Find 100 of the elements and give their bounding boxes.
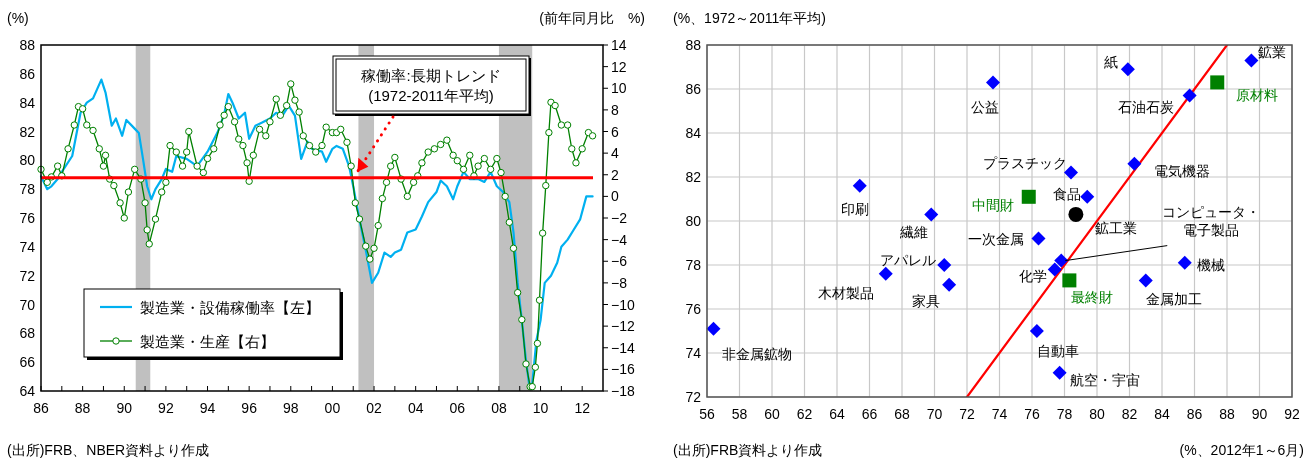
point bbox=[1182, 88, 1197, 103]
y-axis-title: (%) bbox=[7, 10, 29, 26]
x-tick-label: 02 bbox=[366, 400, 383, 416]
x-tick-label: 84 bbox=[1154, 406, 1170, 422]
data-label: 食品 bbox=[1053, 185, 1082, 202]
data-label: 化学 bbox=[1018, 268, 1047, 285]
point bbox=[706, 321, 721, 336]
y-tick-label: 82 bbox=[19, 123, 36, 140]
x-tick-label: 70 bbox=[926, 406, 943, 422]
y-tick-label: 66 bbox=[19, 354, 36, 371]
x-axis-title: (%、2012年1～6月) bbox=[1179, 442, 1304, 458]
point bbox=[878, 266, 893, 281]
y2-tick-label: 0 bbox=[611, 188, 619, 205]
point bbox=[1047, 262, 1062, 277]
y-tick-label: 84 bbox=[685, 125, 702, 141]
point bbox=[1029, 324, 1044, 338]
x-tick-label: 60 bbox=[764, 406, 780, 422]
point bbox=[1031, 231, 1046, 246]
point bbox=[1210, 75, 1225, 90]
x-tick-label: 72 bbox=[959, 406, 975, 422]
y-tick-label: 88 bbox=[19, 37, 36, 53]
data-label: 非金属鉱物 bbox=[721, 345, 792, 362]
y2-tick-label: −4 bbox=[611, 231, 628, 248]
point bbox=[1021, 189, 1036, 204]
x-tick-label: 00 bbox=[324, 400, 341, 416]
point bbox=[1052, 365, 1067, 380]
data-label: 一次金属 bbox=[967, 230, 1024, 247]
x-tick-label: 10 bbox=[532, 400, 549, 416]
x-tick-label: 80 bbox=[1089, 406, 1105, 422]
data-label: アパレル bbox=[880, 252, 937, 268]
y2-tick-label: 14 bbox=[611, 37, 627, 53]
x-tick-label: 98 bbox=[282, 400, 299, 416]
point bbox=[1054, 253, 1069, 268]
x-tick-label: 64 bbox=[829, 406, 845, 422]
data-label: 航空・宇宙 bbox=[1069, 371, 1140, 388]
point bbox=[1138, 273, 1153, 288]
data-label: 中間財 bbox=[971, 196, 1014, 213]
x-tick-label: 12 bbox=[574, 400, 591, 416]
y2-tick-label: 6 bbox=[611, 123, 619, 140]
x-tick-label: 68 bbox=[894, 406, 910, 422]
data-label: 家具 bbox=[912, 292, 941, 309]
data-label: 機械 bbox=[1196, 256, 1225, 273]
x-tick-label: 04 bbox=[407, 400, 424, 416]
y-tick-label: 76 bbox=[19, 210, 36, 226]
x-tick-label: 08 bbox=[491, 400, 507, 416]
data-label: プラスチック bbox=[983, 154, 1067, 171]
x-tick-label: 86 bbox=[33, 400, 49, 416]
y2-tick-label: −10 bbox=[611, 296, 635, 313]
y-tick-label: 72 bbox=[19, 267, 36, 284]
y2-tick-label: 12 bbox=[611, 58, 627, 75]
point bbox=[986, 75, 1000, 90]
y-tick-label: 88 bbox=[685, 37, 702, 53]
data-label: 自動車 bbox=[1036, 343, 1079, 359]
y2-axis-title: (前年同月比 %) bbox=[539, 10, 645, 26]
text: (出所)FRB資料より作成 bbox=[673, 442, 823, 458]
y2-tick-label: 4 bbox=[611, 145, 619, 162]
data-label: 繊維 bbox=[899, 224, 929, 241]
x-tick-label: 76 bbox=[1024, 406, 1040, 422]
data-label: 電気機器 bbox=[1154, 162, 1211, 179]
legend-label: 製造業・生産【右】 bbox=[140, 332, 275, 350]
x-tick-label: 88 bbox=[74, 400, 91, 416]
x-tick-label: 78 bbox=[1056, 406, 1073, 422]
data-label: 紙 bbox=[1103, 54, 1118, 71]
point bbox=[1062, 273, 1077, 288]
y-tick-label: 86 bbox=[19, 65, 36, 82]
point bbox=[1244, 53, 1259, 68]
point bbox=[1127, 156, 1142, 171]
y-tick-label: 82 bbox=[685, 169, 702, 185]
y-tick-label: 78 bbox=[685, 257, 702, 273]
data-label: 鉱業 bbox=[1258, 44, 1287, 61]
data-label: 石油石炭 bbox=[1117, 98, 1174, 115]
y2-tick-label: −2 bbox=[611, 210, 628, 226]
y2-tick-label: 8 bbox=[611, 101, 619, 118]
data-label: 金属加工 bbox=[1145, 291, 1202, 308]
text: (出所)FRB、NBER資料より作成 bbox=[7, 442, 210, 458]
x-tick-label: 96 bbox=[241, 400, 258, 416]
y-tick-label: 80 bbox=[685, 213, 702, 229]
x-tick-label: 94 bbox=[199, 400, 216, 416]
data-label: 印刷 bbox=[840, 200, 869, 217]
y-tick-label: 68 bbox=[19, 325, 36, 342]
point bbox=[1080, 189, 1095, 204]
annotation: 稼働率:長期トレンド (1972-2011年平均) bbox=[361, 66, 501, 104]
x-tick-label: 86 bbox=[1186, 406, 1203, 422]
y-tick-label: 74 bbox=[685, 345, 702, 361]
y-tick-label: 84 bbox=[19, 94, 36, 111]
y2-tick-label: 2 bbox=[611, 166, 619, 183]
x-tick-label: 56 bbox=[699, 406, 715, 422]
y-axis-title: (%、1972～2011年平均) bbox=[673, 10, 827, 26]
x-tick-label: 88 bbox=[1219, 406, 1235, 422]
y2-tick-label: −16 bbox=[611, 361, 635, 378]
x-tick-label: 90 bbox=[116, 400, 133, 416]
y-tick-label: 76 bbox=[685, 301, 702, 317]
point bbox=[1177, 255, 1192, 270]
point bbox=[852, 178, 867, 193]
y-tick-label: 64 bbox=[19, 383, 36, 399]
x-tick-label: 62 bbox=[796, 406, 813, 422]
point bbox=[1064, 165, 1078, 180]
x-tick-label: 06 bbox=[449, 400, 466, 416]
y2-tick-label: −18 bbox=[611, 383, 635, 399]
x-tick-label: 92 bbox=[158, 400, 174, 416]
